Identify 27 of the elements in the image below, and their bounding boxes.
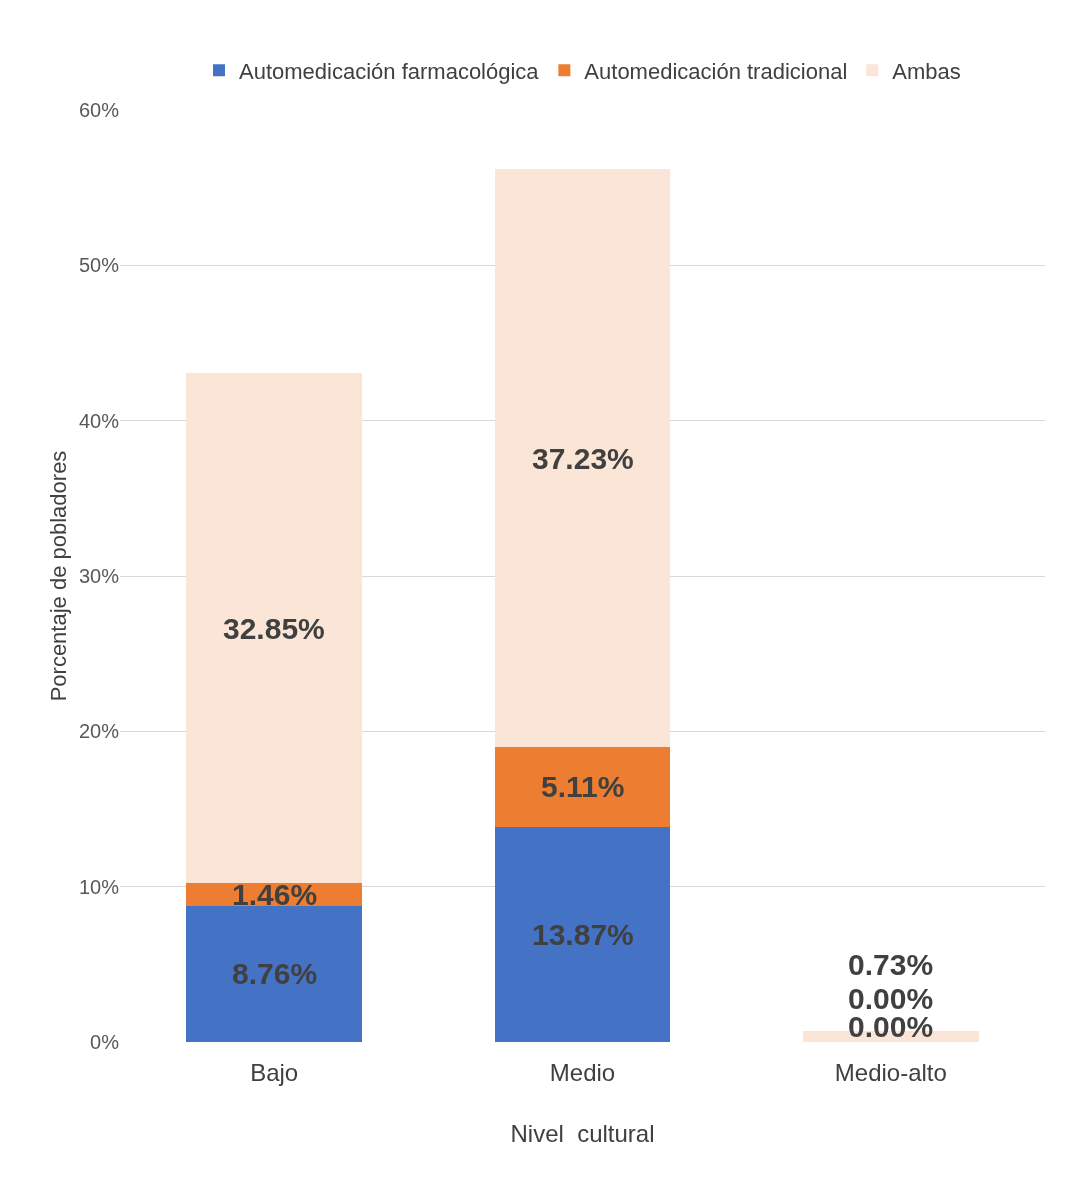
data-label: 13.87% — [532, 918, 634, 951]
x-tick-label: Medio — [549, 1059, 616, 1086]
data-label: 32.85% — [223, 612, 325, 645]
y-tick-label: 20% — [78, 720, 120, 743]
x-tick-label: Medio-alto — [834, 1059, 947, 1086]
data-label: 1.46% — [232, 878, 318, 911]
x-tick-label: Bajo — [250, 1059, 299, 1086]
y-axis-title: Porcentaje de pobladores — [46, 450, 71, 702]
legend-label: Automedicación farmacológica — [239, 58, 540, 84]
y-tick-label: 60% — [78, 99, 120, 121]
bar — [494, 826, 671, 1042]
legend-label: Automedicación tradicional — [584, 58, 848, 84]
bar — [494, 747, 671, 827]
x-axis-title: Nivel cultural — [510, 1120, 655, 1148]
data-label: 8.76% — [232, 957, 318, 990]
data-label: 0.73% — [848, 948, 934, 981]
y-tick-label: 10% — [78, 875, 120, 898]
bar — [186, 372, 363, 884]
y-tick-label: 50% — [78, 254, 120, 277]
data-label: 5.11% — [541, 770, 625, 803]
bar — [186, 905, 363, 1042]
y-tick-label: 40% — [78, 409, 120, 432]
y-tick-label: 0% — [90, 1031, 120, 1053]
legend-label: Ambas — [892, 58, 961, 84]
y-tick-label: 30% — [78, 565, 120, 587]
data-label: 37.23% — [532, 442, 634, 475]
bar — [494, 168, 671, 748]
